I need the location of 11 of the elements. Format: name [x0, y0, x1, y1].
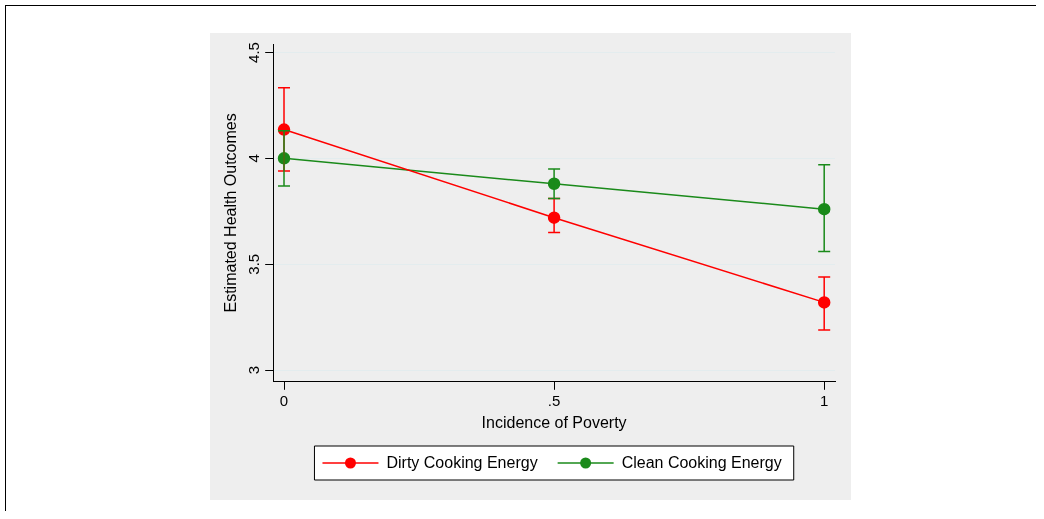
y-tick-label: 4 — [244, 154, 262, 163]
x-tick-label: 1 — [820, 391, 829, 409]
y-tick-label: 3.5 — [244, 253, 262, 275]
x-tick-label: .5 — [547, 391, 561, 409]
x-axis-title: Incidence of Poverty — [481, 413, 627, 431]
y-tick-label: 3 — [244, 365, 262, 375]
legend-label: Dirty Cooking Energy — [386, 454, 538, 472]
x-tick-label: 0 — [279, 391, 289, 409]
legend-label: Clean Cooking Energy — [621, 454, 782, 472]
y-axis-title: Estimated Health Outcomes — [222, 113, 240, 313]
y-tick-label: 4.5 — [244, 42, 262, 63]
